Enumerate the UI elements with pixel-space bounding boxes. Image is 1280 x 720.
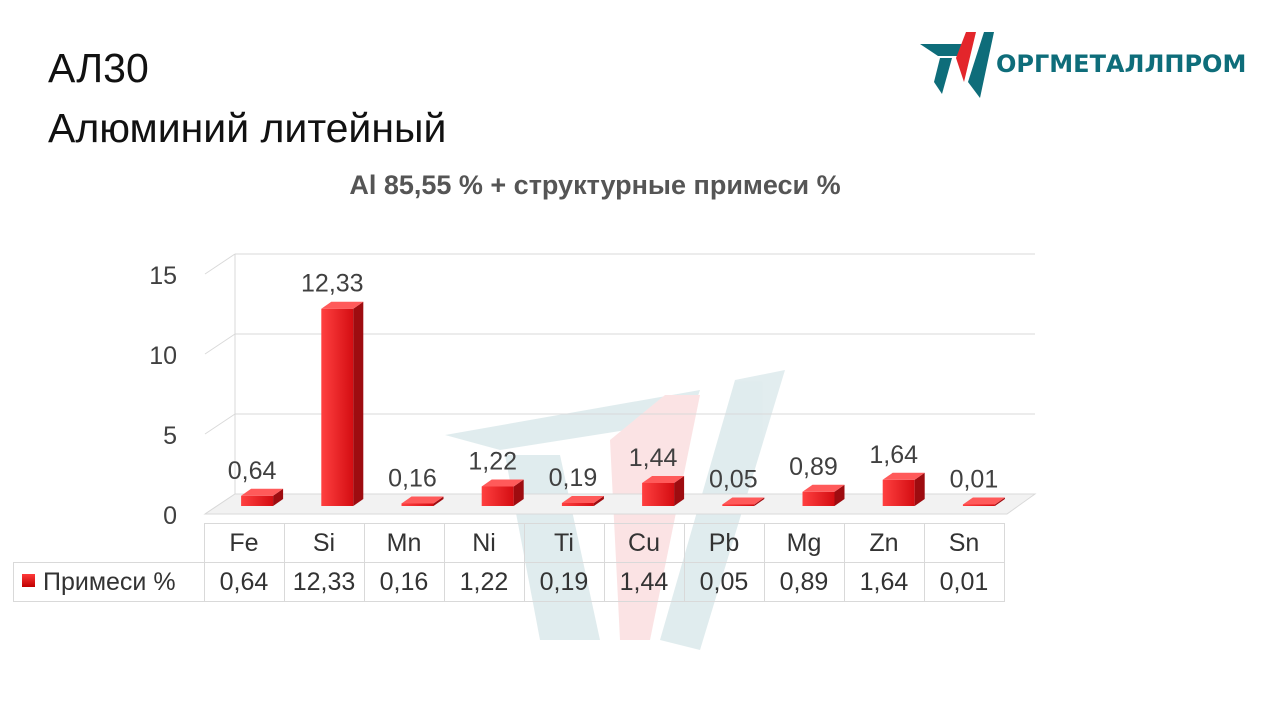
bar-side <box>593 495 604 506</box>
logo-text: ОРГМЕТАЛЛПРОМ <box>996 50 1247 78</box>
bar-side <box>994 497 1005 506</box>
bar-front <box>401 503 434 506</box>
data-label: 0,05 <box>709 466 758 494</box>
bar-front <box>241 495 274 506</box>
bar-side <box>834 484 845 506</box>
bar-mn <box>401 496 444 506</box>
bar-top <box>722 497 765 505</box>
bar-front <box>481 486 514 506</box>
data-label: 0,64 <box>228 457 277 485</box>
bar-front <box>321 308 354 506</box>
data-label: 0,19 <box>549 464 598 492</box>
bar-pb <box>722 497 765 506</box>
bar-side <box>754 497 765 506</box>
table-row: Примеси % 0,64 12,33 0,16 1,22 0,19 1,44… <box>13 562 1005 602</box>
bar-top <box>642 475 685 483</box>
y-tick-label: 5 <box>163 422 177 450</box>
page-title: АЛ30 <box>48 45 149 91</box>
data-label: 0,89 <box>789 453 838 481</box>
table-value-zn: 1,64 <box>843 562 925 602</box>
y-tick-label: 10 <box>149 342 177 370</box>
data-label: 12,33 <box>301 270 364 298</box>
bar-front <box>882 479 915 506</box>
bar-side <box>273 488 284 506</box>
bar-front <box>722 504 755 506</box>
gridline-diagonal <box>204 253 236 275</box>
table-value-pb: 0,05 <box>683 562 765 602</box>
table-corner <box>13 523 205 563</box>
table-category-sn: Sn <box>923 523 1005 563</box>
company-logo: ОРГМЕТАЛЛПРОМ <box>918 30 1248 102</box>
gridline-diagonal <box>204 333 236 355</box>
bar-top <box>481 479 524 487</box>
table-category-ti: Ti <box>523 523 605 563</box>
bar-cu <box>642 475 685 506</box>
table-category-zn: Zn <box>843 523 925 563</box>
legend-swatch <box>22 574 35 588</box>
bar-ti <box>561 495 604 506</box>
bar-zn <box>882 472 925 506</box>
data-label: 1,64 <box>869 441 918 469</box>
table-value-ni: 1,22 <box>443 562 525 602</box>
legend-cell: Примеси % <box>13 562 205 602</box>
data-table: Fe Si Mn Ni Ti Cu Pb Mg Zn Sn Примеси % … <box>13 523 1005 602</box>
bar-top <box>882 472 925 480</box>
gridline-diagonal <box>204 413 236 435</box>
bar-side <box>674 475 685 506</box>
table-category-si: Si <box>283 523 365 563</box>
bar-top <box>561 495 604 503</box>
legend-label: Примеси % <box>43 567 176 596</box>
bar-top <box>802 484 845 492</box>
bar-front <box>561 502 594 506</box>
logo-mark-icon <box>920 32 994 98</box>
category-row: Fe Si Mn Ni Ti Cu Pb Mg Zn Sn <box>13 523 1005 563</box>
bar-top <box>241 488 284 496</box>
table-value-cu: 1,44 <box>603 562 685 602</box>
table-category-ni: Ni <box>443 523 525 563</box>
table-category-mg: Mg <box>763 523 845 563</box>
chart-title: Al 85,55 % + структурные примеси % <box>349 170 841 200</box>
table-value-ti: 0,19 <box>523 562 605 602</box>
table-value-fe: 0,64 <box>203 562 285 602</box>
bar-side <box>353 301 364 506</box>
data-label: 1,22 <box>468 447 517 475</box>
bar-fe <box>241 488 284 506</box>
bar-front <box>802 491 835 506</box>
table-category-fe: Fe <box>203 523 285 563</box>
bar-front <box>642 482 675 506</box>
bar-side <box>513 479 524 506</box>
bar-top <box>962 497 1005 505</box>
table-value-mn: 0,16 <box>363 562 445 602</box>
y-tick-label: 15 <box>149 262 177 290</box>
table-category-mn: Mn <box>363 523 445 563</box>
data-label: 0,16 <box>388 464 437 492</box>
bar-side <box>433 496 444 506</box>
table-value-sn: 0,01 <box>923 562 1005 602</box>
bar-si <box>321 301 364 506</box>
data-label: 0,01 <box>950 466 999 494</box>
table-category-cu: Cu <box>603 523 685 563</box>
bar-mg <box>802 484 845 506</box>
bar-top <box>401 496 444 504</box>
table-value-mg: 0,89 <box>763 562 845 602</box>
table-category-pb: Pb <box>683 523 765 563</box>
bar-front <box>962 504 995 506</box>
title-block: АЛ30 Алюминий литейный <box>48 38 446 158</box>
table-value-si: 12,33 <box>283 562 365 602</box>
y-tick-label: 0 <box>163 502 177 530</box>
bar-side <box>914 472 925 506</box>
data-label: 1,44 <box>629 444 678 472</box>
bar-sn <box>962 497 1005 506</box>
bar-ni <box>481 479 524 506</box>
bar-top <box>321 301 364 309</box>
page-subtitle: Алюминий литейный <box>48 105 447 151</box>
